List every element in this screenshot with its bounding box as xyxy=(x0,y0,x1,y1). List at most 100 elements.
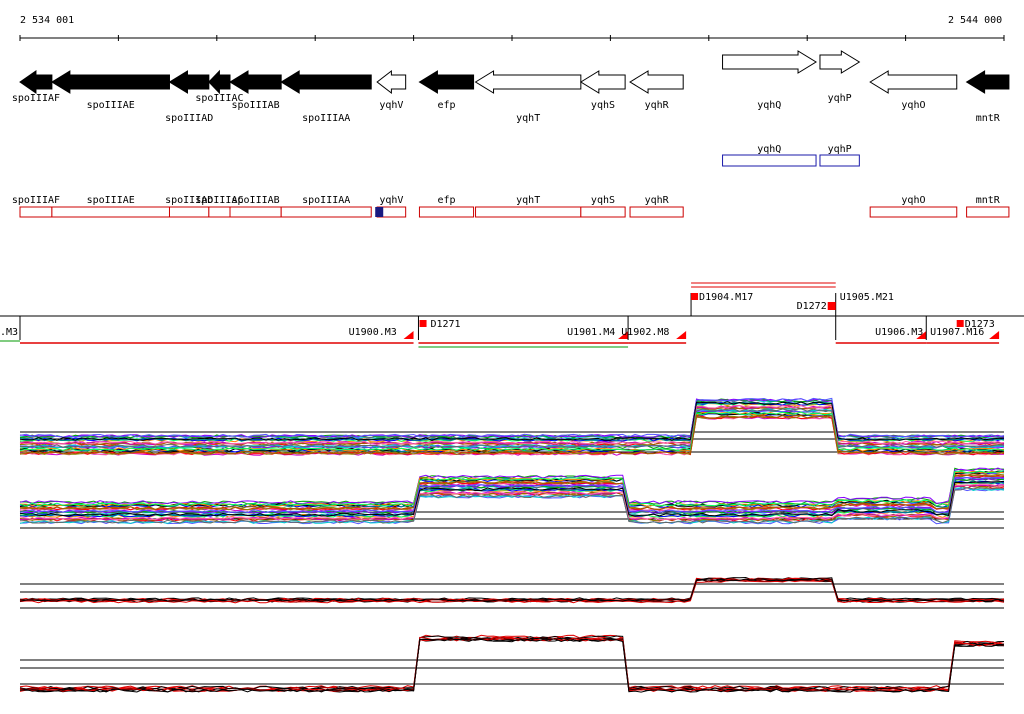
annotation-box-yqhT xyxy=(475,206,582,218)
gene-label-yqhR: yqhR xyxy=(645,100,670,111)
expression-trace xyxy=(19,473,1005,510)
segment-label: U1901.M4 xyxy=(567,327,615,338)
segment-label: U1907.M16 xyxy=(930,327,984,338)
expression-trace xyxy=(19,408,1005,448)
segment-label: U1900.M3 xyxy=(349,327,397,338)
annotation-label-spoIIIAB: spoIIIAB xyxy=(232,195,280,206)
expression-trace xyxy=(19,479,1005,517)
expression-trace xyxy=(19,416,1005,456)
annotation-box-track: spoIIIAF spoIIIAE spoIIIADspoIIIACspoIIIAB… xyxy=(12,195,1010,218)
annotation-label-efp: efp xyxy=(437,195,455,206)
expression-trace xyxy=(19,637,1005,692)
gene-arrow-mntR xyxy=(965,70,1010,94)
gene-arrow-spoIIIAF xyxy=(19,70,53,94)
annotation-box-spoIIIAF xyxy=(19,206,53,218)
annotation-box-yqhO xyxy=(869,206,958,218)
alt-box-yqhQ xyxy=(722,154,817,167)
gene-arrow-spoIIIAA xyxy=(280,70,372,94)
gene-arrow-spoIIIAD xyxy=(168,70,210,94)
annotation-box-spoIIIAC xyxy=(208,206,231,218)
expression-trace xyxy=(19,404,1005,445)
gene-label-spoIIIAF: spoIIIAF xyxy=(12,93,60,104)
annotation-label-spoIIIAC: spoIIIAC xyxy=(195,195,243,206)
gene-label-yqhQ: yqhQ xyxy=(757,100,781,111)
segment-marker xyxy=(827,302,836,310)
expression-trace xyxy=(19,637,1005,692)
gene-label-yqhT: yqhT xyxy=(516,113,540,124)
segment-label: D1271 xyxy=(430,319,460,330)
gene-label-yqhV: yqhV xyxy=(379,100,403,111)
annotation-box-spoIIIAA xyxy=(280,206,372,218)
expression-trace xyxy=(19,480,1005,517)
annotation-label-mntR: mntR xyxy=(976,195,1001,206)
segment-end-marker xyxy=(989,331,1000,339)
expression-trace xyxy=(19,635,1005,690)
annotation-label-yqhO: yqhO xyxy=(901,195,925,206)
expression-trace xyxy=(19,578,1005,602)
expression-trace xyxy=(19,470,1005,507)
expression-trace xyxy=(19,487,1005,524)
expression-trace xyxy=(19,476,1005,514)
expression-trace xyxy=(19,483,1005,521)
expression-trace xyxy=(20,411,1005,452)
expression-trace xyxy=(19,399,1005,439)
annotation-highlight xyxy=(375,207,384,217)
expression-trace xyxy=(19,414,1005,455)
expression-trace xyxy=(19,579,1005,604)
gene-arrow-spoIIIAE xyxy=(50,70,170,94)
gene-label-yqhP: yqhP xyxy=(828,93,852,104)
gene-label-efp: efp xyxy=(437,100,455,111)
annotation-label-yqhT: yqhT xyxy=(516,195,540,206)
segment-label: U1902.M8 xyxy=(621,327,669,338)
expression-trace xyxy=(19,467,1005,505)
gene-arrow-yqhQ xyxy=(722,50,817,74)
gene-label-mntR: mntR xyxy=(976,113,1001,124)
gene-arrow-yqhT xyxy=(474,70,582,94)
segment-label: U1906.M3 xyxy=(875,327,923,338)
expression-trace xyxy=(19,401,1005,441)
annotation-label-spoIIIAA: spoIIIAA xyxy=(302,195,350,206)
expression-trace xyxy=(19,577,1005,602)
expression-trace xyxy=(19,476,1005,514)
segment-end-marker xyxy=(403,331,414,339)
annotation-label-yqhS: yqhS xyxy=(591,195,615,206)
segment-marker xyxy=(691,293,699,300)
gene-arrow-spoIIIAB xyxy=(229,70,282,94)
annotation-label-spoIIIAF: spoIIIAF xyxy=(12,195,60,206)
expression-track-group xyxy=(19,397,1005,693)
segment-label: D1273 xyxy=(965,319,995,330)
expression-trace xyxy=(19,578,1005,602)
expression-trace xyxy=(19,398,1005,438)
gene-arrow-spoIIIAC xyxy=(208,69,231,95)
expression-trace xyxy=(19,634,1005,690)
annotation-box-efp xyxy=(418,206,475,218)
expression-trace xyxy=(19,401,1005,442)
expression-track-3 xyxy=(19,576,1005,609)
annotation-box-yqhR xyxy=(629,206,684,218)
expression-trace xyxy=(19,397,1005,438)
expression-trace xyxy=(19,577,1005,602)
annotation-label-spoIIIAE: spoIIIAE xyxy=(87,195,135,206)
expression-trace xyxy=(19,411,1005,452)
end-coordinate: 2 544 000 xyxy=(948,15,1002,26)
alt-label-yqhQ: yqhQ xyxy=(757,144,781,155)
expression-trace xyxy=(19,638,1005,693)
gene-track: spoIIIAF spoIIIAE spoIIIAD spoIIIACspoIIIAB… xyxy=(12,50,1010,124)
segment-marker xyxy=(956,320,964,327)
segment-label: .M3 xyxy=(0,327,18,338)
expression-trace xyxy=(19,636,1005,691)
expression-track-2 xyxy=(19,467,1005,529)
segment-label: U1905.M21 xyxy=(840,292,894,303)
expression-trace xyxy=(19,576,1005,601)
annotation-label-yqhV: yqhV xyxy=(379,195,403,206)
expression-track-4 xyxy=(19,634,1005,693)
alt-label-yqhP: yqhP xyxy=(828,144,852,155)
gene-label-spoIIIAC: spoIIIAC xyxy=(195,93,243,104)
expression-trace xyxy=(19,470,1005,507)
start-coordinate: 2 534 001 xyxy=(20,15,74,26)
gene-arrow-yqhV xyxy=(376,69,407,95)
expression-trace xyxy=(19,404,1005,445)
gene-arrow-yqhR xyxy=(629,70,684,94)
gene-label-yqhO: yqhO xyxy=(901,100,925,111)
expression-track-1 xyxy=(19,397,1005,456)
